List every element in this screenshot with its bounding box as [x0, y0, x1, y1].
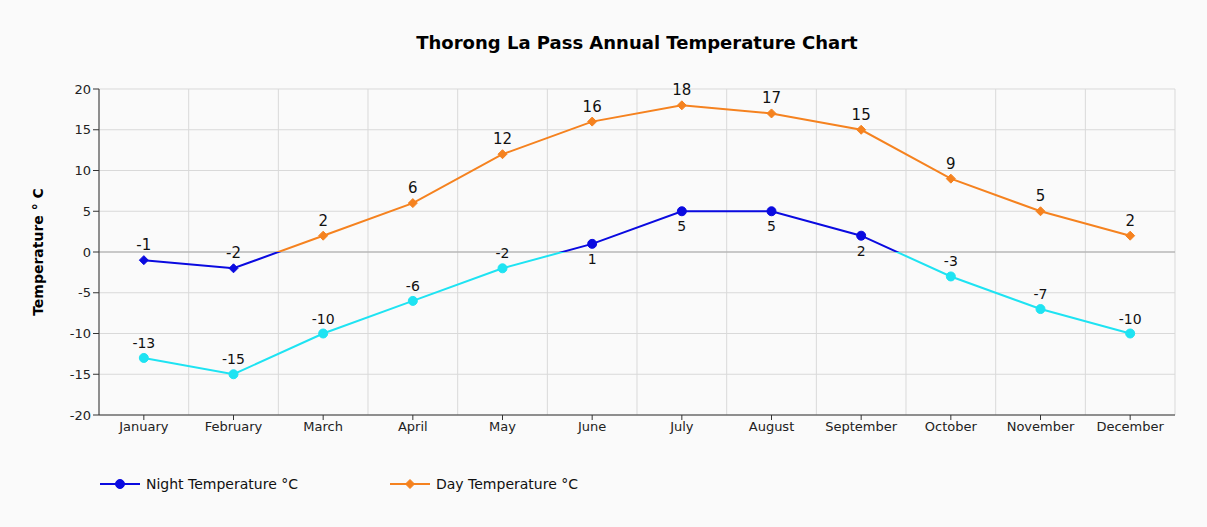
svg-text:5: 5 [677, 218, 686, 234]
svg-text:July: July [669, 419, 694, 434]
svg-text:-15: -15 [222, 351, 245, 367]
svg-text:5: 5 [767, 218, 776, 234]
svg-text:-7: -7 [1034, 286, 1048, 302]
svg-text:-6: -6 [406, 278, 420, 294]
html-text:Thorong La Pass Annual Tempera: Thorong La Pass Annual Temperature Chart [416, 32, 858, 53]
svg-text:10: 10 [74, 163, 91, 178]
svg-text:-2: -2 [226, 244, 241, 262]
svg-text:-13: -13 [132, 335, 155, 351]
svg-text:5: 5 [83, 204, 91, 219]
svg-text:-15: -15 [70, 367, 91, 382]
svg-text:-2: -2 [496, 245, 510, 261]
html-text:Day Temperature °C: Day Temperature °C [436, 476, 578, 492]
svg-text:August: August [749, 419, 795, 434]
svg-text:-10: -10 [70, 326, 91, 341]
svg-text:-10: -10 [1119, 311, 1142, 327]
svg-text:-3: -3 [944, 253, 958, 269]
html-text:Night Temperature °C: Night Temperature °C [146, 476, 298, 492]
svg-text:15: 15 [74, 122, 91, 137]
svg-text:-10: -10 [312, 311, 335, 327]
svg-text:-20: -20 [70, 408, 91, 423]
svg-text:-1: -1 [136, 236, 151, 254]
svg-text:February: February [205, 419, 263, 434]
svg-text:April: April [398, 419, 428, 434]
svg-text:2: 2 [318, 212, 328, 230]
svg-text:20: 20 [74, 82, 91, 97]
svg-text:March: March [303, 419, 343, 434]
svg-text:6: 6 [408, 179, 418, 197]
svg-text:5: 5 [1036, 187, 1046, 205]
svg-text:Temperature ° C: Temperature ° C [30, 188, 46, 316]
svg-text:17: 17 [762, 89, 781, 107]
svg-text:16: 16 [583, 98, 602, 116]
svg-text:12: 12 [493, 130, 512, 148]
svg-text:September: September [825, 419, 898, 434]
svg-text:December: December [1096, 419, 1164, 434]
svg-text:9: 9 [946, 155, 956, 173]
svg-text:15: 15 [852, 106, 871, 124]
svg-text:0: 0 [83, 245, 91, 260]
svg-text:-5: -5 [78, 285, 91, 300]
svg-text:October: October [925, 419, 978, 434]
svg-text:2: 2 [857, 243, 866, 259]
svg-text:1: 1 [588, 251, 597, 267]
svg-text:January: January [118, 419, 169, 434]
svg-text:May: May [489, 419, 516, 434]
svg-text:18: 18 [672, 81, 691, 99]
svg-text:2: 2 [1125, 212, 1135, 230]
svg-text:November: November [1007, 419, 1075, 434]
svg-text:June: June [577, 419, 606, 434]
